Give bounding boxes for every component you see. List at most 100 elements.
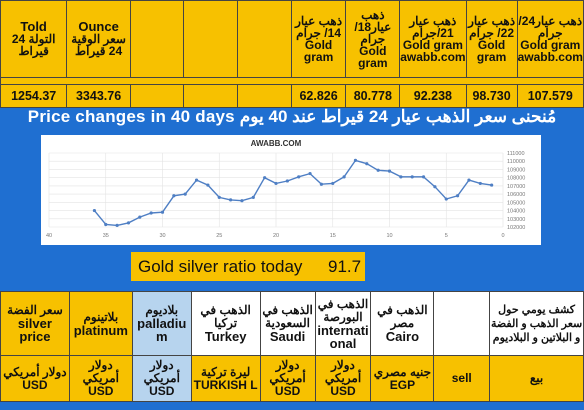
data-point (206, 183, 210, 187)
data-point (149, 211, 153, 215)
value-empty-3 (237, 84, 292, 108)
x-tick-label: 20 (273, 233, 279, 239)
unit-turkey: ليرة تركية TURKISH L (190, 355, 261, 402)
data-point (104, 222, 108, 227)
gold-price-chart: AWABB.COM 102000 103000 104000 105000 106000 1… (41, 135, 541, 245)
unit-saudi: دولار أمريكي USD (259, 355, 316, 402)
header-empty-2 (183, 0, 239, 78)
data-point (331, 181, 335, 186)
value-gold-24: 107.579 (516, 84, 584, 108)
x-tick-label: 40 (46, 233, 52, 239)
data-point (410, 175, 414, 179)
y-tick-label: 107000 (507, 184, 525, 190)
value-gold-18: 80.778 (345, 84, 401, 108)
data-point (229, 198, 233, 202)
header-gold-24: ذهب عيار24/جرام Gold gram awabb.com (516, 0, 584, 78)
y-tick-label: 111000 (507, 151, 525, 157)
data-point (263, 176, 267, 180)
data-point (183, 192, 187, 196)
unit-platinum: دولار أمريكي USD (68, 355, 133, 402)
value-told: 1254.37 (0, 84, 68, 108)
data-point (319, 182, 323, 186)
unit-palladium: دولار أمريكي USD (131, 355, 192, 402)
unit-cairo: جنيه مصري EGP (370, 355, 435, 402)
ratio-label: Gold silver ratio today (138, 257, 303, 276)
header-empty (433, 291, 491, 356)
data-point (194, 178, 199, 182)
header-international: الذهب في البورصة international (314, 291, 372, 356)
data-point (240, 199, 244, 203)
header-gold-14: ذهب عيار 14/ جرام Gold gram (290, 0, 347, 78)
data-point (365, 162, 369, 166)
unit-sell-label: sell (433, 355, 491, 402)
y-tick-label: 103000 (507, 217, 525, 223)
data-point (297, 175, 301, 179)
data-point (387, 169, 392, 173)
data-point (376, 168, 380, 172)
header-daily-statement: كشف يومي حول سعر الذهب و الفضة و البلاتي… (489, 291, 584, 356)
x-tick-label: 15 (330, 233, 336, 239)
header-told: Told التولة 24 قيراط (0, 0, 68, 78)
chart-svg: AWABB.COM 102000 103000 104000 105000 106000 1… (46, 139, 525, 239)
y-tick-label: 104000 (507, 209, 525, 215)
data-point (342, 175, 346, 179)
header-empty-1 (129, 0, 185, 78)
data-point (308, 171, 312, 176)
price-series-line (93, 159, 492, 227)
y-tick-label: 108000 (507, 176, 525, 182)
value-empty-1 (129, 84, 185, 108)
value-empty-2 (183, 84, 239, 108)
y-tick-label: 110000 (507, 159, 525, 165)
y-tick-label: 106000 (507, 192, 525, 198)
header-saudi: الذهب في السعودية Saudi (259, 291, 316, 356)
header-cairo: الذهب في مصر Cairo (370, 291, 435, 356)
x-tick-label: 35 (103, 233, 109, 239)
x-tick-label: 30 (159, 233, 165, 239)
data-point (285, 179, 289, 183)
header-ounce: Ounce سعر الوقية 24 قيراط (66, 0, 131, 78)
data-point (353, 158, 358, 162)
gold-price-table: Told التولة 24 قيراط Ounce سعر الوقية 24 ق… (0, 0, 584, 108)
unit-international: دولار أمريكي USD (314, 355, 372, 402)
y-tick-label: 109000 (507, 167, 525, 173)
x-tick-label: 10 (386, 233, 392, 239)
x-tick-label: 25 (216, 233, 222, 239)
data-point (115, 223, 119, 227)
data-point (92, 208, 96, 213)
data-point (433, 185, 437, 189)
header-palladium: بلاديوم palladium (131, 291, 192, 356)
data-point (456, 194, 460, 198)
data-point (126, 221, 131, 225)
header-gold-18: ذهب عيار18/ جرام Gold gram (345, 0, 401, 78)
data-point (399, 175, 403, 179)
x-tick-label: 0 (501, 233, 504, 239)
spacer-row (0, 77, 584, 85)
header-turkey: الذهب في تركيا Turkey (190, 291, 261, 356)
x-tick-label: 5 (445, 233, 448, 239)
ratio-value: 91.7 (328, 257, 362, 276)
metals-price-table: سعر الفضة silver price بلاتينوم platinum ب… (0, 291, 584, 402)
header-empty-3 (237, 0, 292, 78)
value-gold-21: 92.238 (399, 84, 467, 108)
y-tick-label: 102000 (507, 225, 525, 231)
y-tick-label: 105000 (507, 200, 525, 206)
value-gold-14: 62.826 (290, 84, 347, 108)
header-platinum: بلاتينوم platinum (68, 291, 133, 356)
data-point (490, 183, 494, 187)
header-gold-22: ذهب عيار 22/ جرام Gold gram (465, 0, 518, 78)
data-point (217, 195, 221, 199)
unit-silver: دولار أمريكي USD (0, 355, 70, 402)
header-silver: سعر الفضة silver price (0, 291, 70, 356)
data-point (172, 194, 176, 198)
data-point (467, 178, 471, 182)
data-point (478, 181, 482, 186)
gold-silver-ratio: Gold silver ratio today 91.7 (131, 252, 365, 281)
chart-title: AWABB.COM (251, 139, 302, 148)
data-point (421, 175, 426, 179)
data-point (138, 215, 142, 219)
data-point (160, 210, 165, 214)
data-point (444, 197, 448, 201)
price-change-title: Price changes in 40 days مُنحنى سعر الذه… (27, 107, 557, 126)
data-point (251, 195, 255, 199)
data-point (274, 181, 278, 186)
